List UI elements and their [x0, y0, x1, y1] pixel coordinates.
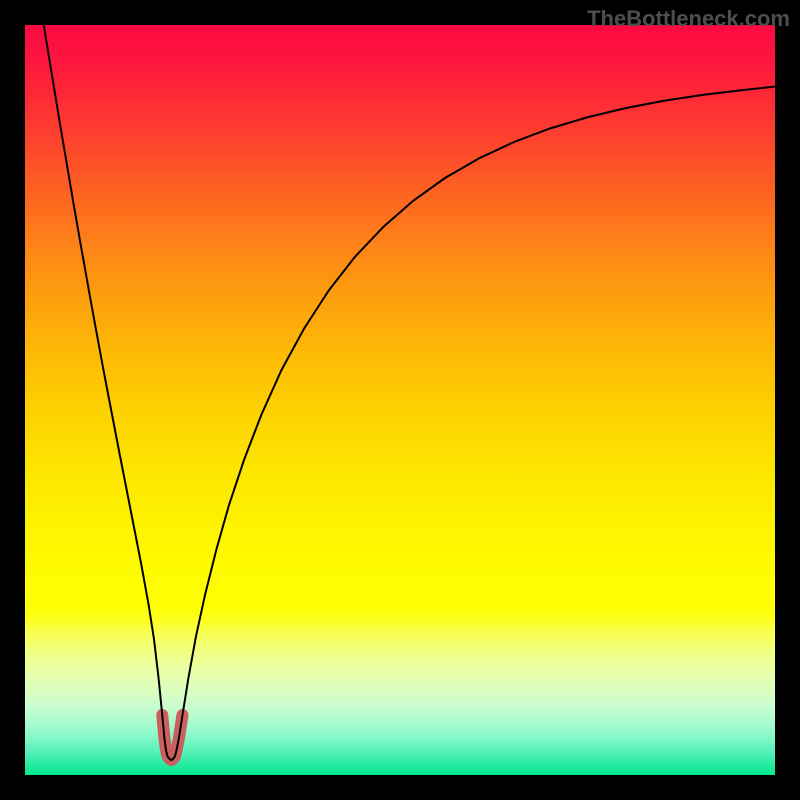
plot-background	[25, 25, 775, 775]
bottleneck-chart	[0, 0, 800, 800]
